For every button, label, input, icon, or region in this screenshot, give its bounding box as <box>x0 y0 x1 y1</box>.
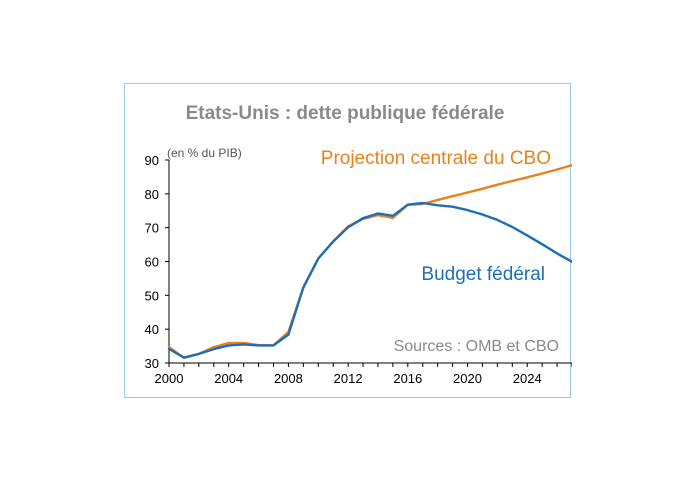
x-tick-label: 2012 <box>334 371 363 386</box>
x-tick-label: 2000 <box>155 371 184 386</box>
chart-frame: Etats-Unis : dette publique fédérale (en… <box>124 83 572 398</box>
source-note: Sources : OMB et CBO <box>394 338 559 355</box>
y-tick-label: 40 <box>145 322 159 337</box>
chart-title: Etats-Unis : dette publique fédérale <box>186 103 505 124</box>
budget-series-line <box>167 201 572 359</box>
chart-svg: Etats-Unis : dette publique fédérale (en… <box>145 103 572 386</box>
y-tick-label: 90 <box>145 153 159 168</box>
projection-series-line <box>167 163 572 360</box>
series-lines <box>167 163 572 360</box>
x-tick-label: 2024 <box>513 371 542 386</box>
y-tick-label: 50 <box>145 288 159 303</box>
y-tick-label: 70 <box>145 221 159 236</box>
x-tick-label: 2020 <box>453 371 482 386</box>
x-tick-label: 2016 <box>393 371 422 386</box>
x-tick-label: 2004 <box>214 371 243 386</box>
projection-label: Projection centrale du CBO <box>321 148 551 169</box>
unit-label: (en % du PIB) <box>167 146 242 160</box>
y-tick-label: 30 <box>145 356 159 371</box>
axes: 30 40 50 60 70 80 90 2000 2004 2008 2012 2016 2020 20… <box>145 153 572 386</box>
x-tick-label: 2008 <box>274 371 303 386</box>
y-tick-label: 80 <box>145 187 159 202</box>
budget-label: Budget fédéral <box>421 264 545 285</box>
y-tick-label: 60 <box>145 255 159 270</box>
